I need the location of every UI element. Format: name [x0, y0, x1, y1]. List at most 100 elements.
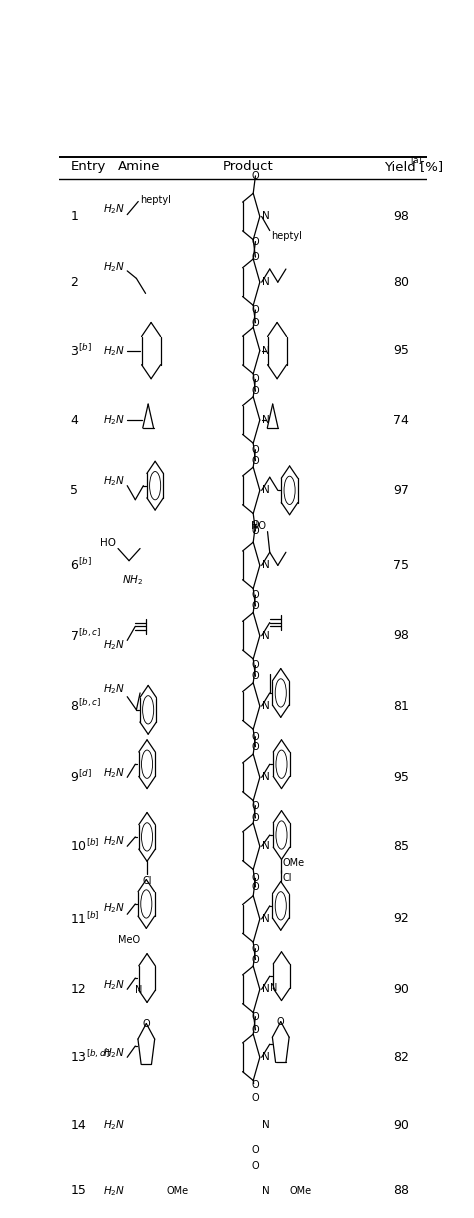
Text: $H_2N$: $H_2N$	[103, 834, 126, 849]
Text: Cl: Cl	[283, 872, 292, 883]
Text: Product: Product	[223, 161, 273, 173]
Text: O: O	[252, 171, 259, 181]
Text: OMe: OMe	[282, 859, 304, 868]
Text: O: O	[252, 800, 259, 811]
Text: $H_2N$: $H_2N$	[103, 1184, 126, 1197]
Text: 74: 74	[393, 414, 409, 426]
Text: $H_2N$: $H_2N$	[103, 413, 126, 428]
Text: O: O	[252, 386, 259, 396]
Text: $H_2N$: $H_2N$	[103, 682, 126, 695]
Text: HO: HO	[100, 538, 116, 548]
Text: O: O	[252, 591, 259, 600]
Text: N: N	[263, 278, 270, 287]
Text: 15: 15	[70, 1184, 86, 1197]
Text: $NH_2$: $NH_2$	[122, 574, 143, 587]
Text: 13$^{[b,d]}$: 13$^{[b,d]}$	[70, 1050, 110, 1066]
Text: N: N	[263, 560, 270, 570]
Text: O: O	[252, 671, 259, 681]
Text: 85: 85	[393, 839, 409, 853]
Text: [a]: [a]	[410, 156, 422, 164]
Text: O: O	[252, 1161, 259, 1170]
Text: N: N	[270, 983, 277, 994]
Text: O: O	[252, 252, 259, 262]
Text: Cl: Cl	[142, 876, 152, 887]
Text: 7$^{[b,c]}$: 7$^{[b,c]}$	[70, 627, 101, 643]
Text: $H_2N$: $H_2N$	[103, 261, 126, 274]
Text: O: O	[252, 526, 259, 536]
Text: 81: 81	[393, 699, 409, 713]
Text: N: N	[263, 212, 270, 222]
Text: O: O	[252, 520, 259, 530]
Text: N: N	[263, 631, 270, 641]
Text: 98: 98	[393, 209, 409, 223]
Text: O: O	[252, 882, 259, 892]
Text: O: O	[143, 1018, 150, 1028]
Text: OMe: OMe	[166, 1186, 188, 1196]
Text: O: O	[252, 318, 259, 328]
Text: 5: 5	[70, 484, 78, 497]
Text: O: O	[252, 600, 259, 611]
Text: O: O	[252, 445, 259, 454]
Text: 4: 4	[70, 414, 78, 426]
Text: $H_2N$: $H_2N$	[103, 202, 126, 216]
Text: O: O	[252, 1145, 259, 1156]
Text: 6$^{[b]}$: 6$^{[b]}$	[70, 558, 92, 574]
Text: O: O	[277, 1017, 284, 1027]
Text: 9$^{[d]}$: 9$^{[d]}$	[70, 770, 92, 786]
Text: $H_2N$: $H_2N$	[103, 1118, 126, 1133]
Text: $H_2N$: $H_2N$	[103, 901, 126, 915]
Text: 8$^{[b,c]}$: 8$^{[b,c]}$	[70, 698, 101, 714]
Text: 92: 92	[393, 912, 409, 926]
Text: MeO: MeO	[118, 934, 140, 945]
Text: N: N	[263, 914, 270, 924]
Text: O: O	[252, 873, 259, 883]
Text: O: O	[252, 944, 259, 954]
Text: 14: 14	[70, 1119, 86, 1132]
Text: N: N	[263, 1186, 270, 1196]
Text: O: O	[252, 812, 259, 823]
Text: O: O	[252, 374, 259, 385]
Text: N: N	[263, 1052, 270, 1062]
Text: 2: 2	[70, 275, 78, 289]
Text: $H_2N$: $H_2N$	[103, 766, 126, 780]
Text: O: O	[252, 236, 259, 246]
Text: 80: 80	[393, 275, 409, 289]
Text: 95: 95	[393, 771, 409, 784]
Text: 88: 88	[393, 1184, 409, 1197]
Text: 98: 98	[393, 630, 409, 642]
Text: OMe: OMe	[290, 1186, 312, 1196]
Text: N: N	[263, 346, 270, 356]
Text: O: O	[252, 742, 259, 752]
Text: $H_2N$: $H_2N$	[103, 638, 126, 652]
Text: 11$^{[b]}$: 11$^{[b]}$	[70, 911, 100, 927]
Text: $H_2N$: $H_2N$	[103, 343, 126, 358]
Text: 90: 90	[393, 1119, 409, 1132]
Text: 1: 1	[70, 209, 78, 223]
Text: Amine: Amine	[118, 161, 161, 173]
Text: 97: 97	[393, 484, 409, 497]
Text: $H_2N$: $H_2N$	[103, 1046, 126, 1060]
Text: 95: 95	[393, 345, 409, 357]
Text: 82: 82	[393, 1051, 409, 1063]
Text: Yield [%]: Yield [%]	[384, 161, 444, 173]
Text: O: O	[252, 660, 259, 670]
Text: O: O	[252, 456, 259, 465]
Text: O: O	[252, 732, 259, 742]
Text: O: O	[252, 1012, 259, 1022]
Text: 75: 75	[393, 559, 409, 572]
Text: heptyl: heptyl	[140, 195, 171, 205]
Text: O: O	[252, 1024, 259, 1035]
Text: Entry: Entry	[70, 161, 106, 173]
Text: O: O	[252, 1093, 259, 1102]
Text: N: N	[263, 842, 270, 851]
Text: $H_2N$: $H_2N$	[103, 978, 126, 991]
Text: heptyl: heptyl	[271, 231, 302, 241]
Text: HO: HO	[251, 521, 266, 531]
Text: N: N	[263, 415, 270, 425]
Text: 90: 90	[393, 983, 409, 996]
Text: O: O	[252, 1079, 259, 1090]
Text: $H_2N$: $H_2N$	[103, 474, 126, 488]
Text: N: N	[263, 485, 270, 496]
Text: O: O	[252, 304, 259, 315]
Text: N: N	[135, 985, 143, 995]
